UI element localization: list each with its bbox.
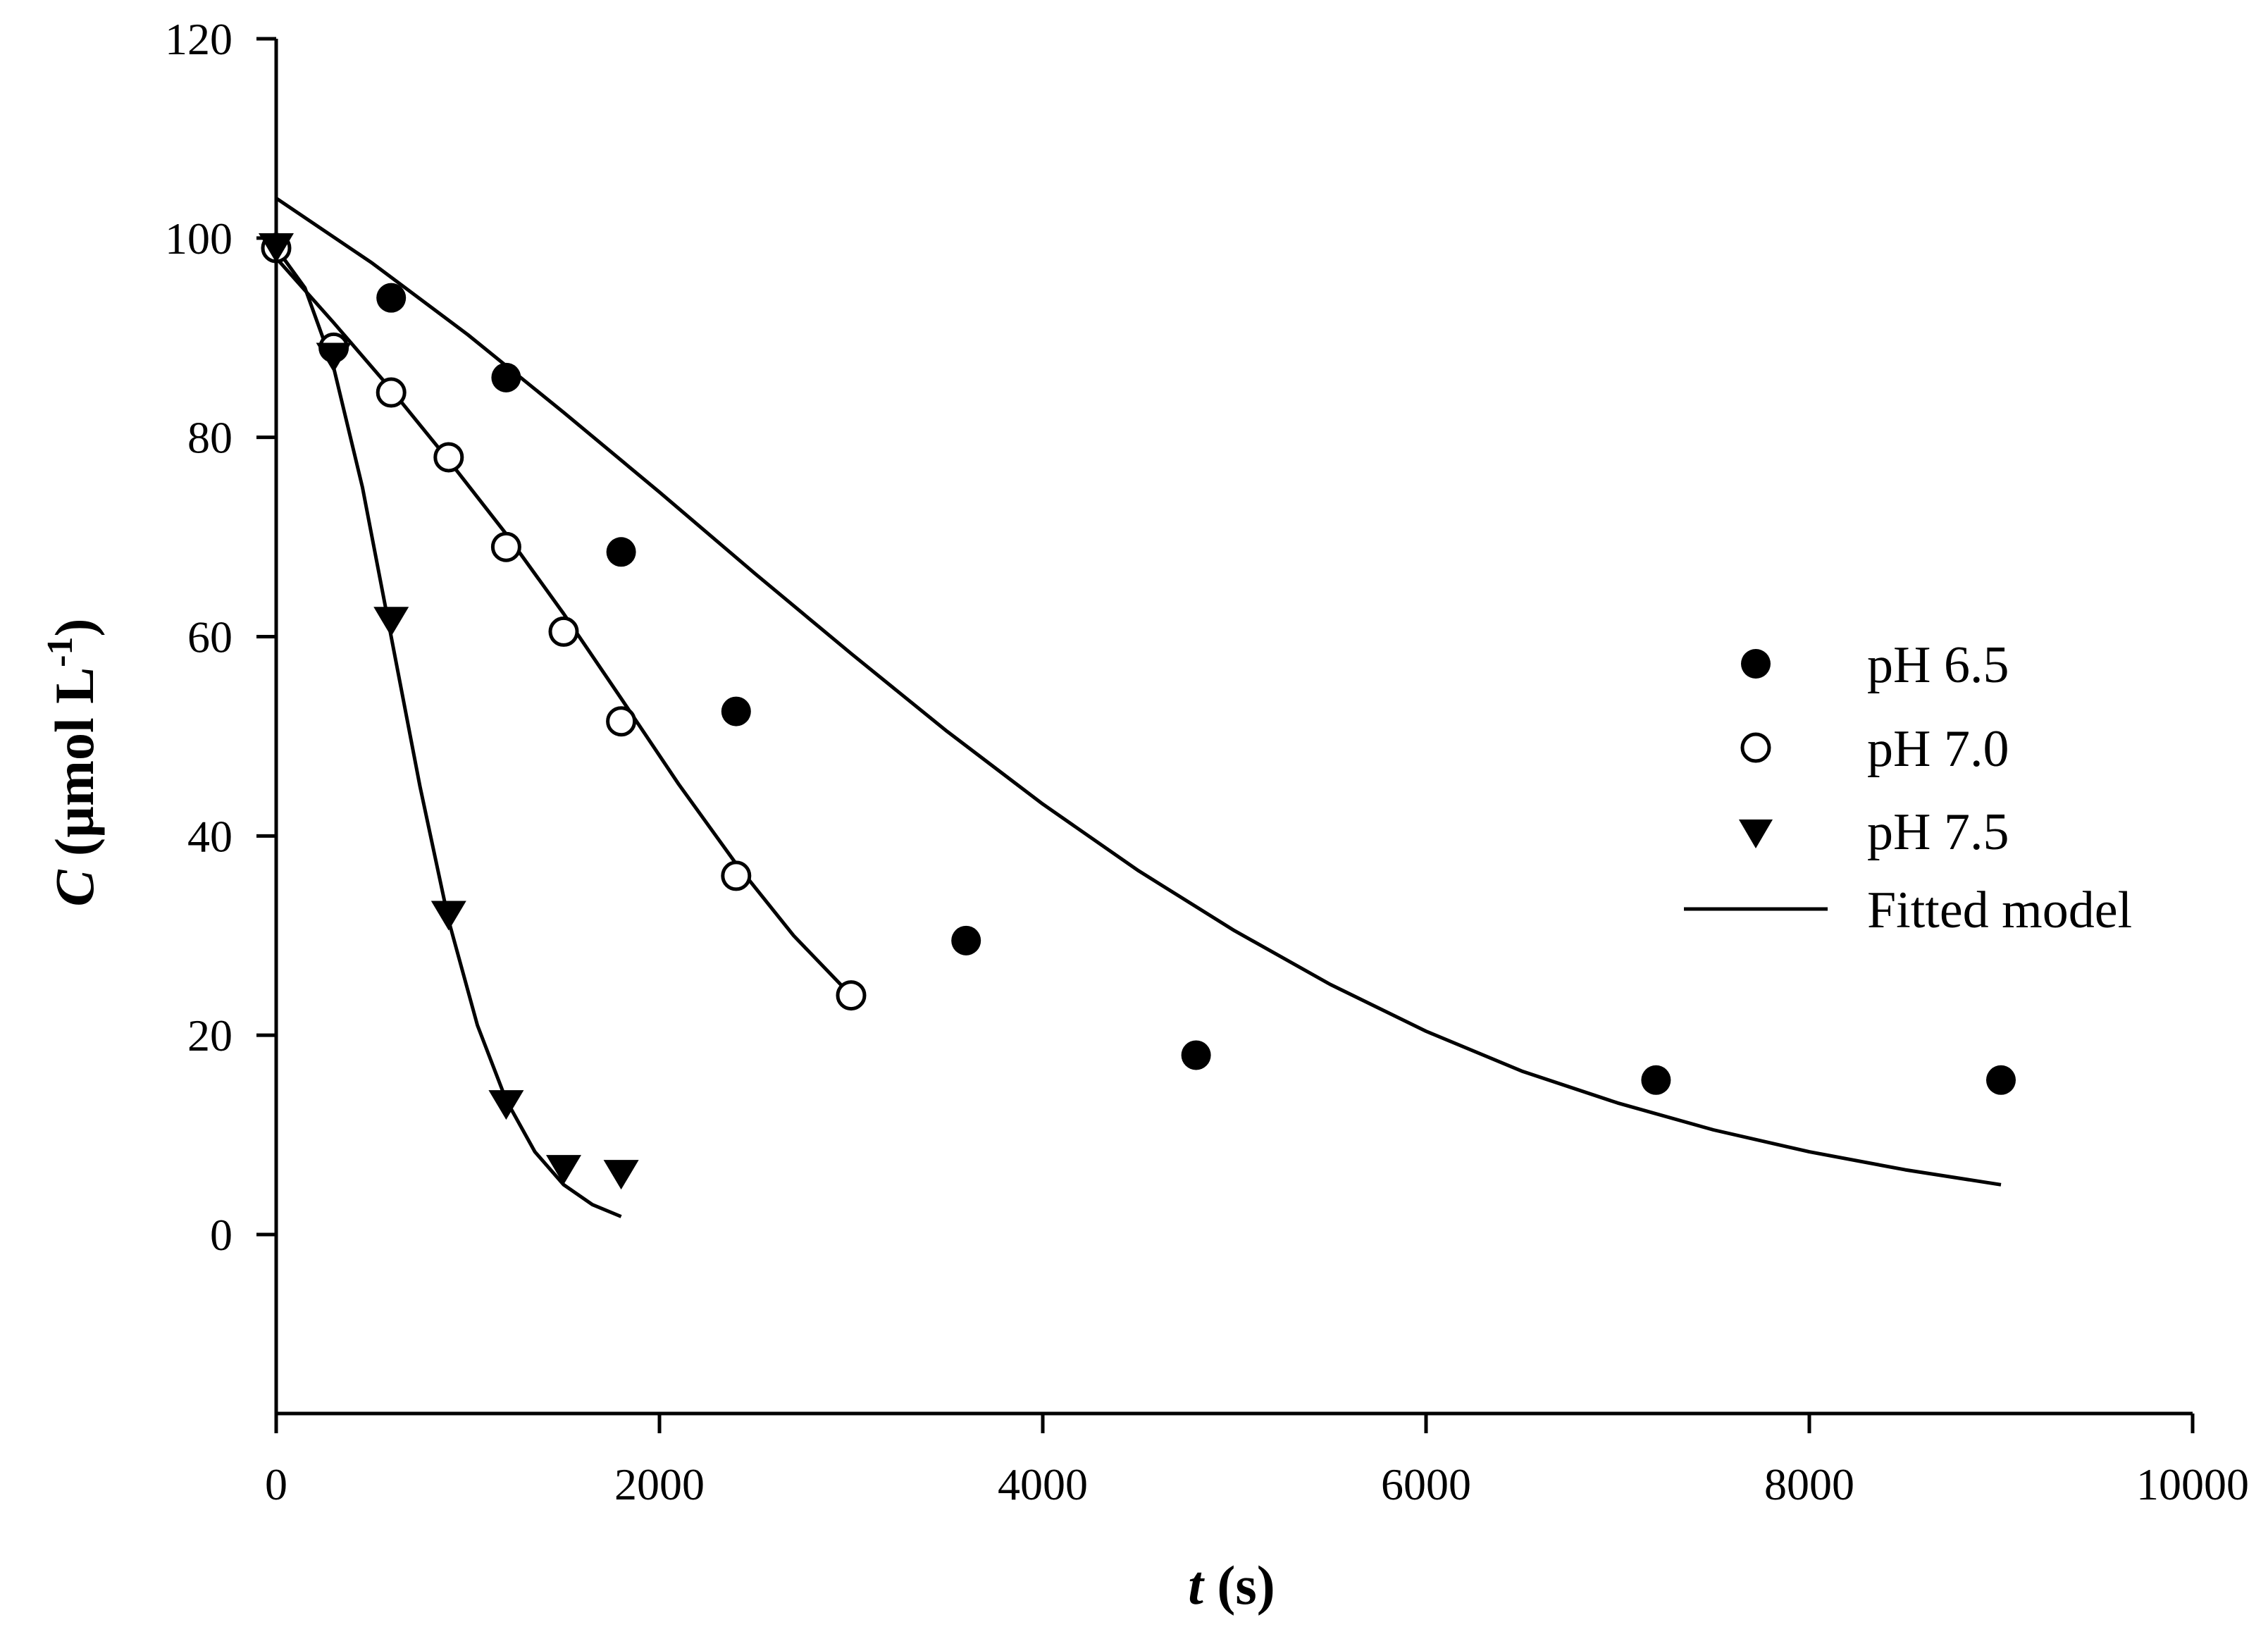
legend-label-ph65: pH 6.5 [1867, 636, 2009, 694]
y-tick-label: 100 [165, 214, 233, 264]
x-tick-label: 10000 [2136, 1459, 2249, 1509]
legend: pH 6.5 pH 7.0 pH 7.5 Fitted model [1684, 636, 2132, 939]
y-axis-title: C (µmol L-1) [40, 619, 105, 907]
fitted-model-curves [274, 197, 2002, 1218]
point-ph70 [376, 377, 407, 408]
legend-marker-ph65 [1741, 649, 1771, 679]
y-tick-label: 40 [187, 811, 233, 861]
legend-label-fitted: Fitted model [1867, 882, 2132, 939]
fitted-curve [275, 197, 2002, 1187]
point-ph65 [1986, 1065, 2016, 1095]
y-tick-label: 0 [210, 1210, 233, 1260]
y-axis-title-unit: (µmol L [44, 667, 105, 870]
point-ph70 [433, 442, 464, 473]
legend-marker-ph70 [1740, 732, 1771, 763]
x-tick-label: 0 [265, 1459, 287, 1509]
point-ph65 [1181, 1040, 1211, 1070]
legend-label-ph70: pH 7.0 [1867, 720, 2009, 778]
fitted-curve [274, 247, 622, 1218]
point-ph75 [373, 607, 409, 637]
point-ph70 [606, 706, 637, 737]
x-tick-label: 8000 [1764, 1459, 1854, 1509]
point-ph65 [721, 696, 751, 726]
x-tick-label: 2000 [614, 1459, 705, 1509]
x-tick-label: 4000 [998, 1459, 1088, 1509]
y-axis-title-close: ) [44, 619, 105, 637]
point-ph75 [546, 1155, 581, 1185]
point-ph65 [606, 537, 636, 567]
point-ph70 [721, 860, 752, 891]
point-ph70 [490, 531, 521, 562]
x-tick-label: 6000 [1381, 1459, 1471, 1509]
point-ph75 [603, 1160, 639, 1190]
point-ph75 [430, 901, 466, 931]
x-axis-title: t (s) [1188, 1554, 1275, 1616]
fitted-curve [275, 256, 853, 997]
y-axis-title-italic: C [44, 869, 105, 906]
x-axis-title-unit: (s) [1203, 1554, 1275, 1616]
y-tick-label: 20 [187, 1010, 233, 1060]
y-tick-label: 60 [187, 612, 233, 662]
point-ph65 [376, 283, 407, 313]
point-ph75 [316, 342, 352, 373]
legend-marker-ph75 [1739, 820, 1773, 848]
point-ph70 [548, 616, 579, 647]
point-ph75 [259, 233, 294, 263]
legend-label-ph75: pH 7.5 [1867, 803, 2009, 861]
y-axis-title-superscript: -1 [40, 637, 80, 667]
y-tick-label: 120 [165, 14, 233, 64]
point-ph70 [836, 980, 867, 1011]
y-tick-label: 80 [187, 413, 233, 463]
data-points [259, 233, 2016, 1190]
point-ph65 [491, 362, 521, 392]
point-ph65 [951, 925, 981, 955]
point-ph65 [1641, 1065, 1671, 1095]
point-ph75 [488, 1090, 524, 1120]
x-axis-title-italic: t [1188, 1554, 1205, 1616]
